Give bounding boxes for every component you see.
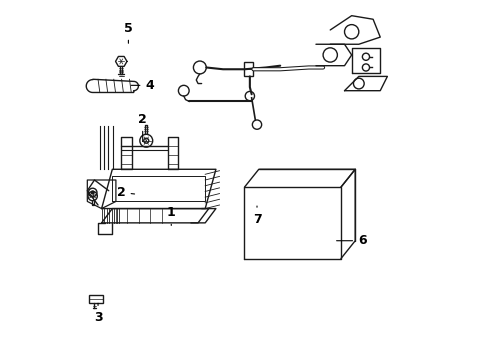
Text: 7: 7: [252, 206, 261, 226]
Bar: [244, 62, 253, 76]
Text: 4: 4: [131, 79, 154, 92]
Text: 6: 6: [336, 234, 366, 247]
Text: 1: 1: [166, 206, 175, 225]
Circle shape: [91, 191, 94, 194]
Polygon shape: [86, 79, 138, 93]
Text: 5: 5: [124, 22, 133, 43]
Bar: [89, 296, 102, 303]
Text: 2: 2: [117, 186, 134, 199]
Text: 3: 3: [94, 303, 102, 324]
Text: 2: 2: [138, 113, 147, 141]
